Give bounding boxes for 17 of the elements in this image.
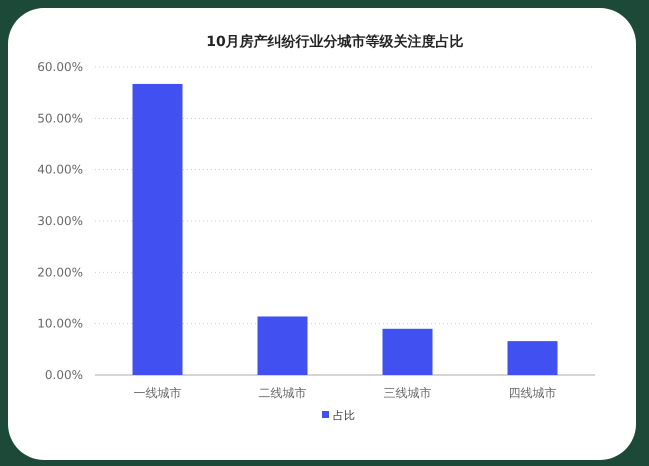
y-tick-label: 10.00%: [37, 316, 83, 331]
bar: [132, 84, 182, 375]
bar: [382, 328, 432, 375]
y-tick-label: 40.00%: [37, 162, 83, 177]
bar: [508, 341, 558, 375]
y-tick-label: 0.00%: [44, 368, 83, 382]
y-tick-label: 60.00%: [37, 60, 83, 74]
y-tick-label: 50.00%: [37, 111, 83, 126]
bar: [258, 316, 308, 375]
y-tick-label: 30.00%: [37, 214, 83, 228]
x-tick-label: 一线城市: [134, 386, 182, 400]
y-tick-label: 20.00%: [37, 265, 83, 280]
chart-title: 10月房产纠纷行业分城市等级关注度占比: [206, 33, 464, 50]
legend-label: 占比: [333, 409, 355, 422]
x-tick-label: 三线城市: [384, 386, 432, 400]
x-tick-label: 四线城市: [508, 386, 556, 400]
x-tick-label: 二线城市: [258, 386, 306, 400]
